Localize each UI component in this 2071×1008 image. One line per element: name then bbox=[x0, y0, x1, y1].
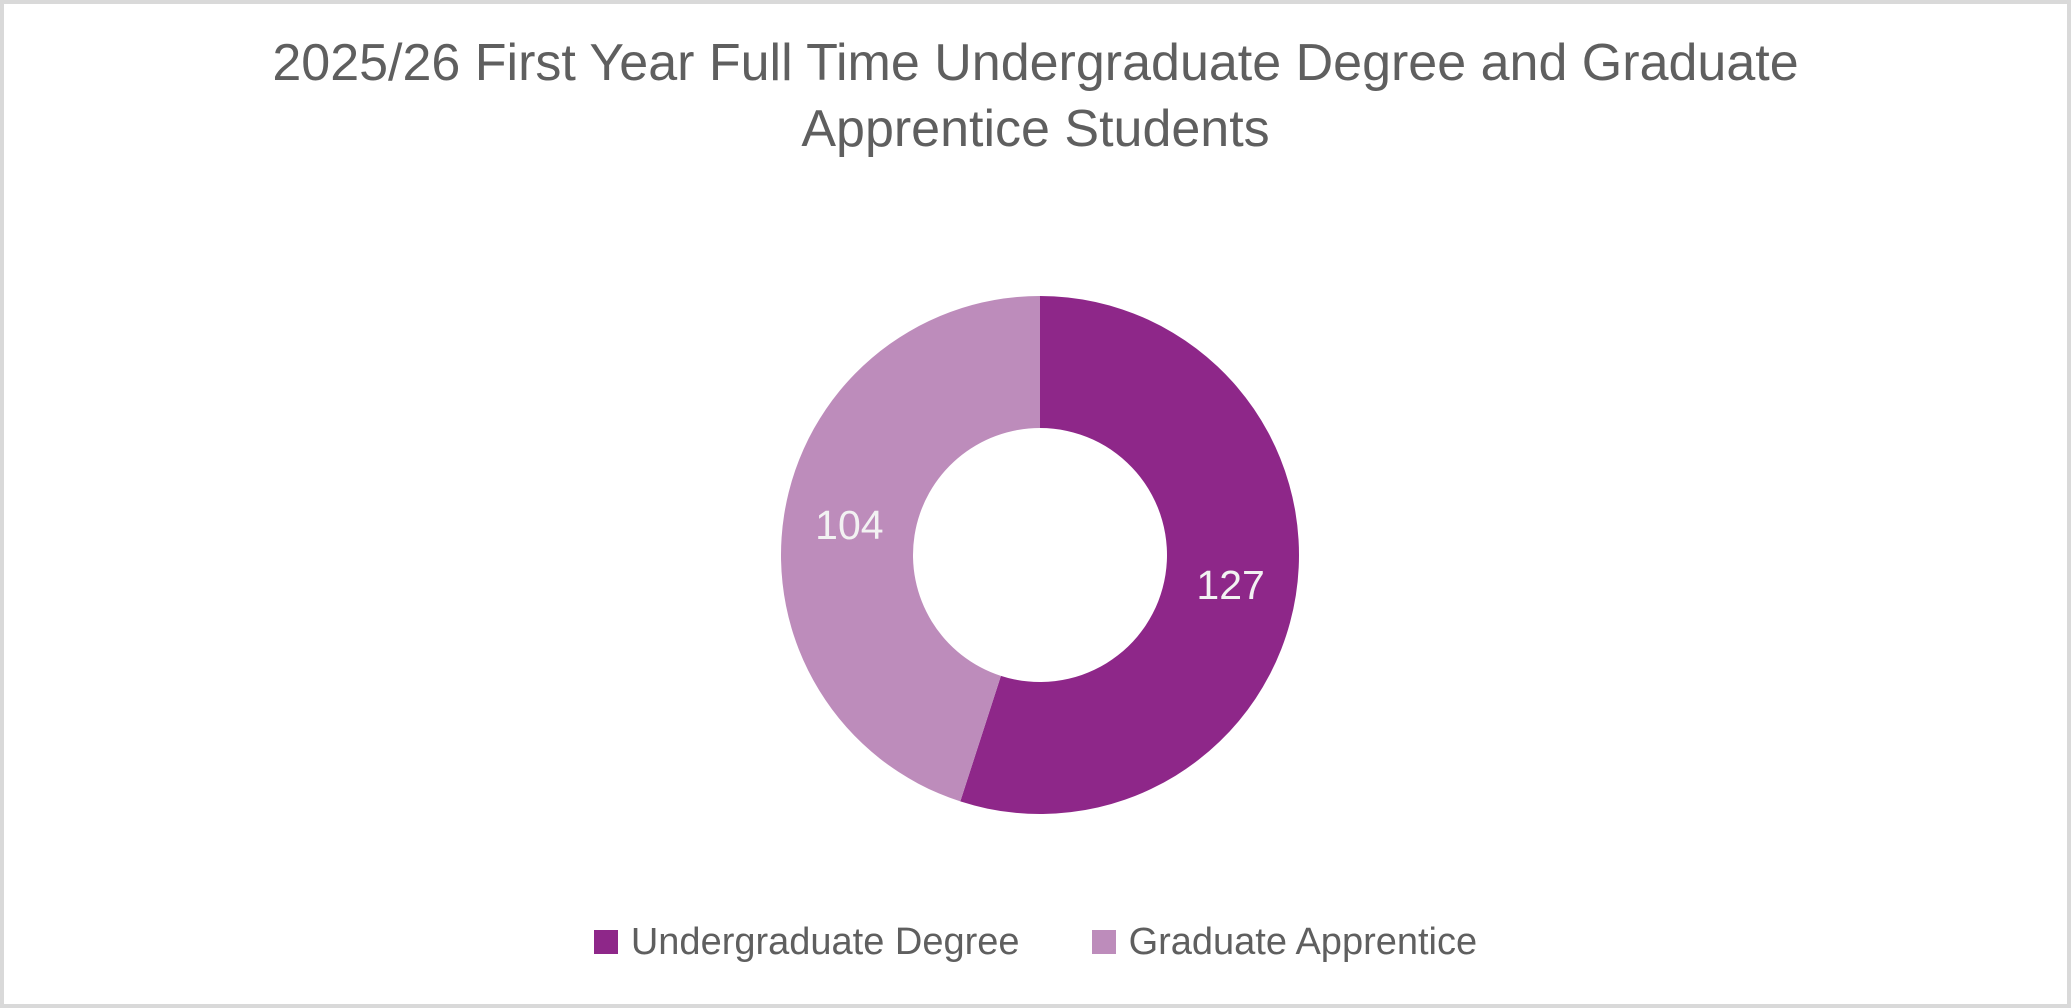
chart-legend: Undergraduate Degree Graduate Apprentice bbox=[4, 920, 2067, 964]
legend-item-graduate-apprentice[interactable]: Graduate Apprentice bbox=[1091, 920, 1478, 964]
legend-swatch-undergraduate-degree bbox=[593, 930, 618, 954]
donut-slice-undergraduate-degree[interactable] bbox=[960, 296, 1300, 814]
donut-value-label-graduate-apprentice: 104 bbox=[815, 502, 883, 548]
legend-item-undergraduate-degree[interactable]: Undergraduate Degree bbox=[593, 920, 1020, 964]
legend-swatch-graduate-apprentice bbox=[1091, 930, 1116, 954]
legend-label-graduate-apprentice: Graduate Apprentice bbox=[1128, 921, 1478, 963]
donut-slice-graduate-apprentice[interactable] bbox=[781, 296, 1040, 802]
donut-value-label-undergraduate-degree: 127 bbox=[1196, 562, 1264, 608]
legend-label-undergraduate-degree: Undergraduate Degree bbox=[630, 921, 1020, 963]
donut-chart: 127 104 bbox=[781, 296, 1300, 814]
chart-title: 2025/26 First Year Full Time Undergradua… bbox=[272, 34, 1799, 158]
